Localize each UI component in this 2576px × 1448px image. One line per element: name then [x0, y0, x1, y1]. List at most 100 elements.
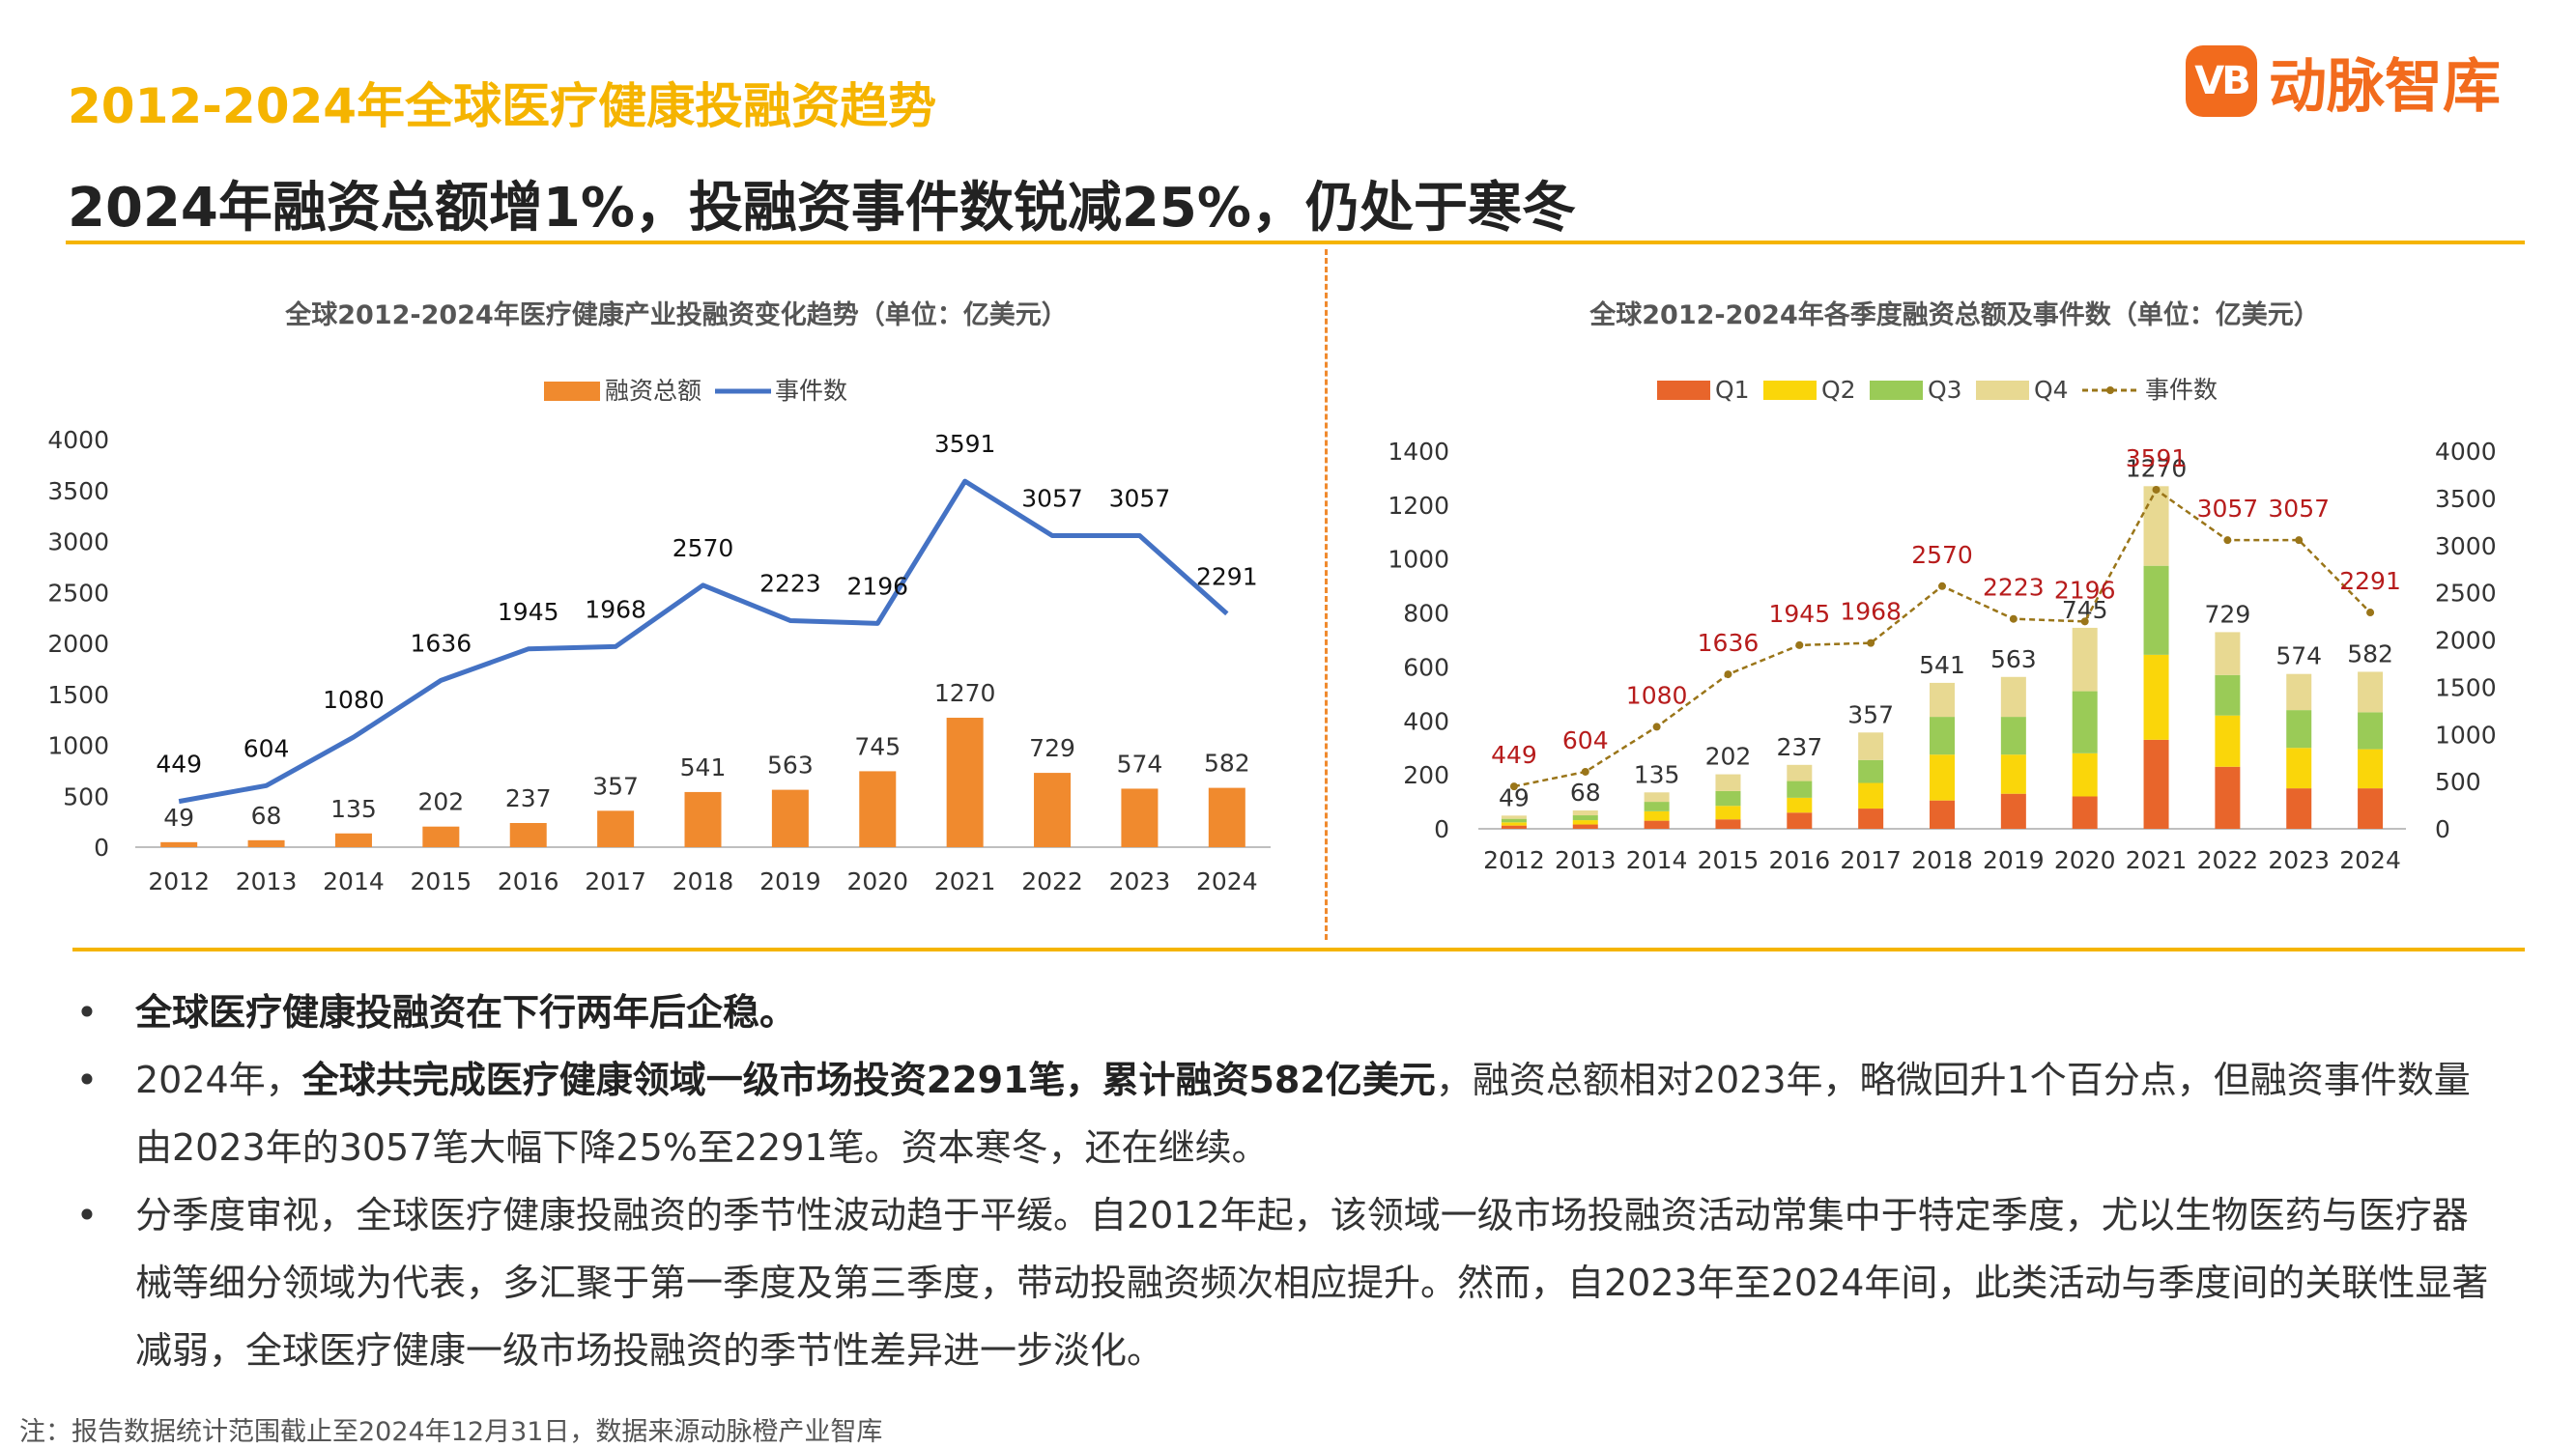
line-data-label: 3057	[1021, 484, 1083, 512]
bar-q1	[2000, 793, 2026, 829]
bar-data-label: 563	[767, 752, 814, 780]
bar-q2	[1644, 810, 1670, 821]
bar-total-label: 729	[2205, 600, 2251, 628]
x-tick-label: 2018	[673, 867, 734, 895]
line-data-label: 1636	[1698, 629, 1760, 657]
legend-label-q2: Q2	[1821, 376, 1856, 404]
y2-tick-label: 0	[2435, 815, 2450, 843]
bullet-dot-icon: •	[75, 1194, 99, 1236]
line-data-label: 1945	[498, 598, 559, 626]
bullet-text-bold: 全球医疗健康投融资在下行两年后企稳。	[135, 991, 797, 1034]
y-tick-label: 3000	[47, 528, 109, 556]
line-data-label: 449	[156, 751, 202, 779]
line-marker	[1867, 639, 1875, 647]
y2-tick-label: 3500	[2435, 485, 2497, 513]
legend-label-events: 事件数	[775, 377, 847, 405]
bar-amount	[1121, 788, 1159, 847]
x-tick-label: 2021	[934, 867, 996, 895]
legend-label-amount: 融资总额	[605, 377, 701, 405]
bar-data-label: 745	[854, 732, 901, 760]
line-marker	[1724, 670, 1732, 679]
bar-amount	[1208, 787, 1245, 847]
y2-tick-label: 3000	[2435, 532, 2497, 560]
bar-total-label: 574	[2275, 642, 2322, 670]
x-tick-label: 2012	[1483, 846, 1545, 874]
legend-label-events: 事件数	[2145, 376, 2218, 404]
bar-data-label: 49	[163, 804, 194, 832]
legend-swatch-q1	[1657, 381, 1710, 400]
bar-q3	[1930, 717, 1955, 755]
bar-q2	[1787, 797, 1813, 813]
bar-total-label: 541	[1919, 651, 1965, 679]
y-tick-label: 500	[63, 782, 109, 810]
bar-amount	[1034, 773, 1072, 847]
bar-q2	[2215, 715, 2241, 767]
bar-data-label: 357	[592, 772, 639, 800]
bar-q2	[1572, 820, 1598, 825]
bullet-text: 2024年，	[135, 1059, 302, 1101]
bar-total-label: 582	[2347, 639, 2393, 667]
x-tick-label: 2023	[1109, 867, 1171, 895]
bar-q3	[2072, 691, 2098, 753]
line-data-label: 449	[1491, 741, 1537, 769]
line-data-label: 1968	[585, 595, 646, 623]
line-data-label: 3057	[2197, 495, 2259, 523]
bar-data-label: 237	[505, 784, 552, 812]
y-tick-label: 2000	[47, 630, 109, 658]
bullet-text-bold: 全球共完成医疗健康领域一级市场投资2291笔，累计融资582亿美元	[301, 1059, 1436, 1101]
bar-amount	[771, 789, 809, 847]
line-data-label: 2570	[1911, 541, 1973, 569]
line-marker	[2366, 609, 2375, 617]
bar-q1	[1787, 812, 1813, 829]
bullet-text: 分季度审视，全球医疗健康投融资的季节性波动趋于平缓。自2012年起，该领域一级市…	[135, 1194, 2489, 1372]
line-marker	[2152, 485, 2161, 494]
bar-data-label: 135	[330, 795, 377, 823]
legend-marker-events	[2106, 386, 2114, 394]
bar-q4	[1858, 732, 1884, 760]
section-divider	[72, 948, 2525, 951]
line-marker	[1581, 767, 1589, 776]
bar-q2	[2000, 754, 2026, 794]
y-tick-label: 1500	[47, 681, 109, 709]
bar-q1	[2286, 788, 2312, 829]
bar-q3	[1715, 790, 1741, 807]
y2-tick-label: 1500	[2435, 673, 2497, 701]
legend-swatch-q2	[1763, 381, 1817, 400]
x-tick-label: 2020	[2054, 846, 2116, 874]
bar-q3	[1858, 759, 1884, 783]
chart-annual-investment: 全球2012-2024年医疗健康产业投融资变化趋势（单位：亿美元） 融资总额 事件数…	[47, 299, 1271, 895]
y-tick-label: 200	[1403, 761, 1449, 789]
line-data-label: 604	[1562, 726, 1609, 754]
footnote: 注：报告数据统计范围截止至2024年12月31日，数据来源动脉橙产业智库	[19, 1417, 883, 1447]
y-tick-label: 1400	[1388, 438, 1449, 466]
bar-q3	[2215, 674, 2241, 716]
line-data-label: 2291	[1196, 562, 1258, 590]
x-tick-label: 2017	[585, 867, 646, 895]
line-data-label: 2291	[2339, 567, 2401, 595]
chart-title: 全球2012-2024年各季度融资总额及事件数（单位：亿美元）	[1589, 299, 2320, 330]
y-tick-label: 1200	[1388, 492, 1449, 520]
x-tick-label: 2022	[2197, 846, 2259, 874]
header-divider	[66, 241, 2525, 244]
bar-q1	[1930, 800, 1955, 829]
y2-tick-label: 2500	[2435, 580, 2497, 608]
y-tick-label: 400	[1403, 707, 1449, 735]
bar-q2	[1858, 782, 1884, 809]
y-tick-label: 2500	[47, 579, 109, 607]
bar-q3	[1787, 781, 1813, 798]
line-data-label: 3591	[934, 430, 996, 458]
page-kicker-title: 2012-2024年全球医疗健康投融资趋势	[68, 78, 937, 134]
bar-amount	[509, 822, 547, 847]
x-tick-label: 2018	[1911, 846, 1973, 874]
y-tick-label: 3500	[47, 477, 109, 505]
bar-q4	[2358, 671, 2384, 713]
x-tick-label: 2024	[2339, 846, 2401, 874]
bar-q1	[1501, 825, 1527, 829]
bullet-dot-icon: •	[75, 991, 99, 1034]
y2-tick-label: 2000	[2435, 627, 2497, 655]
line-marker	[1652, 723, 1661, 731]
legend-label-q3: Q3	[1928, 376, 1962, 404]
line-events	[178, 478, 1229, 805]
x-tick-label: 2013	[236, 867, 298, 895]
x-tick-label: 2023	[2268, 846, 2330, 874]
